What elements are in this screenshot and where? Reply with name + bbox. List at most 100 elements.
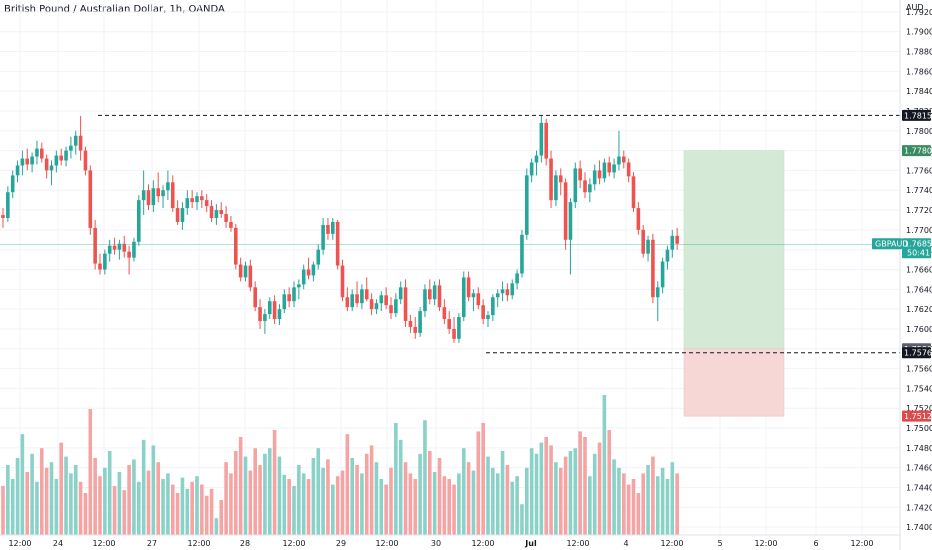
x-tick-label: 12:00 [566, 539, 589, 548]
candle-body [398, 287, 403, 300]
volume-bar [282, 474, 287, 535]
volume-bar [297, 465, 301, 535]
volume-bar [195, 476, 199, 535]
candle-body [20, 158, 25, 166]
volume-bar [432, 472, 437, 535]
volume-bar [6, 465, 10, 535]
volume-bar [428, 451, 432, 535]
candle-body [428, 289, 432, 300]
candle-body [10, 175, 15, 193]
price-tag [902, 109, 931, 121]
candle-body [670, 235, 675, 250]
volume-bar [529, 448, 534, 535]
volume-bar [631, 479, 636, 535]
candle-body [442, 307, 447, 320]
level-lines [0, 114, 900, 354]
volume-bar [394, 423, 398, 535]
volume-bar [670, 462, 675, 535]
candle-body [655, 287, 660, 298]
candle-body [127, 251, 131, 258]
candle-body [103, 253, 107, 270]
candle-body [311, 264, 316, 276]
volume-bar [515, 476, 519, 535]
candle-body [505, 289, 510, 296]
candle-body [30, 156, 34, 165]
price-tag-label: 1.75120 [904, 412, 932, 421]
x-tick-label: 30 [431, 539, 441, 548]
price-tag-label: 1.77800 [904, 147, 932, 156]
candle-body [166, 182, 170, 191]
volume-bar [646, 465, 650, 535]
volume-bar [612, 459, 616, 535]
volume-bar [248, 470, 253, 535]
x-tick-label: 27 [147, 539, 157, 548]
volume-bar [525, 467, 529, 535]
volume-bar [190, 481, 194, 535]
candle-body [54, 155, 59, 166]
volume-bar [389, 467, 393, 535]
volume-bar [311, 458, 316, 535]
volume-bar [563, 456, 568, 535]
candle-body [554, 175, 558, 201]
loss-zone [683, 348, 785, 417]
candle-body [137, 200, 141, 242]
volume-bar [151, 445, 156, 535]
candle-body [592, 170, 597, 185]
candle-body [282, 294, 287, 310]
y-tick-label: 1.76000 [906, 325, 932, 334]
volume-bar [476, 431, 481, 535]
volume-bar [107, 451, 112, 535]
y-tick-label: 1.78400 [906, 87, 932, 96]
volume-bar [607, 430, 612, 535]
candle-body [588, 184, 592, 193]
candle-body [360, 289, 364, 304]
volume-bar [588, 476, 592, 535]
candle-body [40, 148, 44, 159]
volume-bar [500, 451, 505, 535]
candle-body [175, 208, 180, 222]
symbol-tag [872, 238, 902, 250]
candle-body [229, 221, 233, 228]
candle-body [287, 294, 291, 302]
volume-bar [30, 453, 34, 535]
y-tick-label: 1.77600 [906, 166, 932, 175]
candle-body [466, 277, 471, 298]
candle-body [122, 243, 127, 252]
volume-bar [44, 467, 49, 535]
volume-bar [651, 456, 655, 535]
candle-body [59, 155, 63, 161]
candle-body [631, 176, 636, 209]
candle-body [248, 265, 253, 288]
volume-bar [558, 467, 563, 535]
candle-body [195, 196, 199, 203]
candle-body [520, 234, 524, 274]
volume-bar [568, 451, 573, 535]
x-tick-label: 12:00 [282, 539, 305, 548]
y-tick-label: 1.75200 [906, 404, 932, 413]
price-tag-label: 1.78156 [904, 111, 932, 120]
volume-bar [481, 423, 485, 535]
x-tick-label: 24 [53, 539, 63, 548]
volume-bars [1, 395, 679, 535]
volume-bar [277, 456, 282, 535]
x-tick-label: 12:00 [375, 539, 398, 548]
candle-body [301, 269, 306, 285]
volume-bar [335, 476, 340, 535]
candle-body [25, 158, 30, 165]
candle-body [607, 162, 612, 173]
candle-body [6, 192, 10, 218]
volume-bar [306, 479, 311, 535]
volume-bar [360, 473, 364, 535]
profit-zone [683, 150, 785, 350]
volume-bar [132, 459, 136, 535]
candle-body [141, 190, 146, 201]
candle-body [258, 307, 262, 322]
y-tick-label: 1.79000 [906, 28, 932, 37]
candle-body [384, 295, 388, 306]
price-axis: 1.74000 1.74200 1.74400 1.74600 1.74800 1.750… [899, 0, 932, 550]
candle-body [525, 175, 529, 235]
candle-body [190, 198, 194, 203]
candle-body [374, 303, 379, 310]
candle-body [626, 162, 631, 177]
